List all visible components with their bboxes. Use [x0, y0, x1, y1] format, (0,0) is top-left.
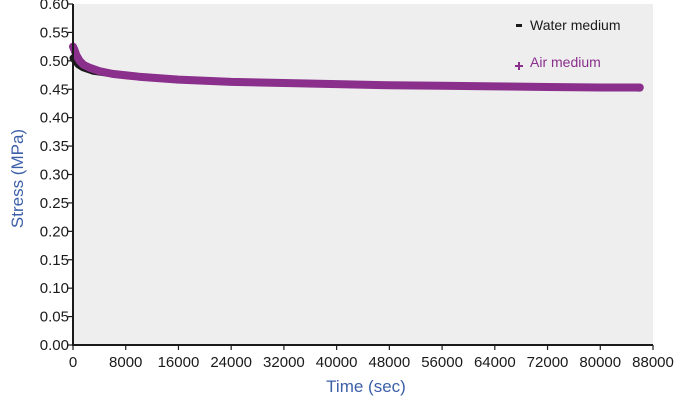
y-tick-label: 0.45 [40, 81, 69, 98]
x-tick-label: 56000 [421, 354, 463, 371]
x-tick-label: 8000 [109, 354, 142, 371]
legend-marker-water-medium [516, 24, 522, 27]
y-axis-ticks: 0.00 0.05 0.10 0.15 0.20 0.25 0.30 0.35 0.40 0.45… [40, 0, 73, 354]
x-tick-label: 48000 [369, 354, 411, 371]
series-line-air-medium [69, 42, 644, 92]
x-tick-label: 88000 [632, 354, 674, 371]
y-tick-label: 0.15 [40, 252, 69, 269]
x-axis-ticks: 0 8000 16000 24000 32000 40000 48000 56000 64000… [69, 345, 674, 371]
y-tick-label: 0.00 [40, 337, 69, 354]
x-tick-label: 16000 [158, 354, 200, 371]
data-series [69, 42, 644, 92]
y-tick-label: 0.20 [40, 223, 69, 240]
y-tick-label: 0.25 [40, 195, 69, 212]
plot-area [73, 4, 653, 345]
x-tick-label: 24000 [210, 354, 252, 371]
legend-label-water-medium: Water medium [530, 17, 621, 33]
y-tick-label: 0.10 [40, 280, 69, 297]
x-tick-label: 72000 [527, 354, 569, 371]
x-tick-label: 80000 [579, 354, 621, 371]
y-tick-label: 0.55 [40, 24, 69, 41]
y-tick-label: 0.30 [40, 167, 69, 184]
x-tick-label: 64000 [474, 354, 516, 371]
y-tick-label: 0.60 [40, 0, 69, 13]
x-tick-label: 0 [69, 354, 77, 371]
x-tick-label: 40000 [316, 354, 358, 371]
y-tick-label: 0.50 [40, 53, 69, 70]
legend: Water medium Air medium [515, 17, 621, 70]
y-axis-title: Stress (MPa) [8, 129, 27, 228]
legend-marker-air-medium [515, 62, 523, 70]
y-tick-label: 0.40 [40, 110, 69, 127]
x-axis-title: Time (sec) [326, 377, 406, 396]
x-tick-label: 32000 [263, 354, 305, 371]
y-tick-label: 0.35 [40, 138, 69, 155]
legend-label-air-medium: Air medium [530, 54, 601, 70]
y-tick-label: 0.05 [40, 309, 69, 326]
